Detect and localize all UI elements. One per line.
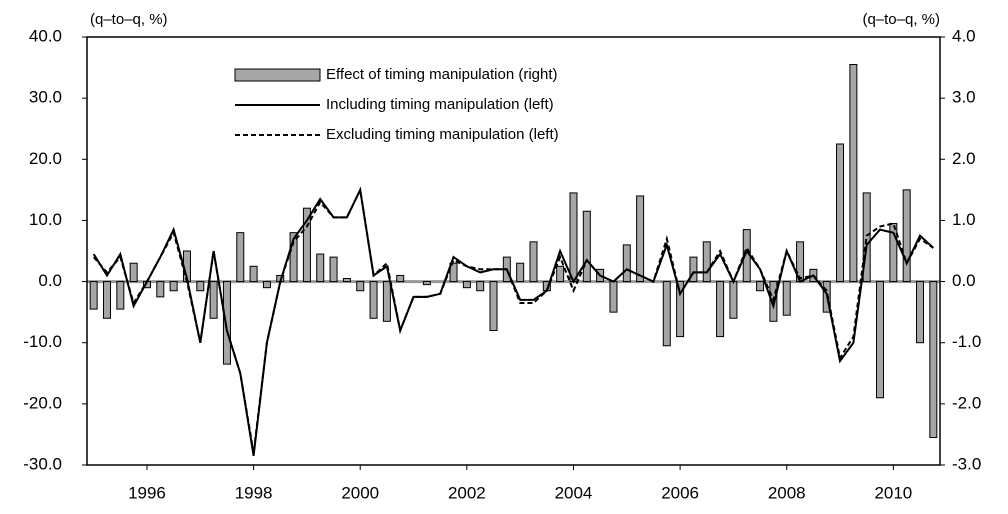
bar [449, 262, 458, 283]
bar [862, 192, 871, 283]
y2-unit-label: (q–to–q, %) [862, 11, 940, 28]
x-tick-label: 1996 [128, 483, 166, 502]
y2-tick-label: 3.0 [952, 88, 976, 107]
y-tick-label: 0.0 [38, 271, 62, 290]
bar [476, 281, 485, 292]
y-tick-label: 40.0 [29, 26, 62, 45]
x-tick-label: 2004 [555, 483, 593, 502]
bar [262, 281, 271, 289]
y-tick-label: 20.0 [29, 149, 62, 168]
bar [529, 241, 538, 283]
bar [89, 281, 98, 310]
bar [702, 241, 711, 283]
bar [622, 244, 631, 283]
bar [116, 281, 125, 310]
y2-tick-label: 1.0 [952, 210, 976, 229]
bar [222, 281, 231, 365]
bar [129, 262, 138, 283]
bar [849, 64, 858, 283]
x-tick-label: 2006 [661, 483, 699, 502]
bar [169, 281, 178, 292]
bar [929, 281, 938, 438]
bar [102, 281, 111, 319]
bar [609, 281, 618, 313]
bar [302, 207, 311, 283]
bar [516, 262, 525, 283]
x-tick-label: 2008 [768, 483, 806, 502]
bar [236, 232, 245, 283]
x-tick-label: 2000 [341, 483, 379, 502]
x-tick-label: 2002 [448, 483, 486, 502]
bar [556, 265, 565, 283]
bar [289, 232, 298, 283]
legend-swatch [234, 68, 321, 82]
bar [676, 281, 685, 338]
line [92, 186, 934, 453]
bar [889, 222, 898, 283]
bar [489, 281, 498, 331]
bar [689, 256, 698, 283]
bar [716, 281, 725, 338]
bar [782, 281, 791, 316]
bar [209, 281, 218, 319]
bar [369, 281, 378, 319]
bar [316, 253, 325, 283]
bar [729, 281, 738, 319]
y-tick-label: -30.0 [23, 454, 62, 473]
legend-label: Effect of timing manipulation (right) [326, 66, 558, 83]
bar [249, 265, 258, 283]
plot-frame [86, 36, 941, 466]
y-tick-label: 30.0 [29, 88, 62, 107]
y2-tick-label: -1.0 [952, 332, 981, 351]
bar [382, 281, 391, 322]
x-tick-label: 1998 [235, 483, 273, 502]
bar [156, 281, 165, 298]
y2-tick-label: -2.0 [952, 393, 981, 412]
bar [422, 281, 431, 286]
y2-tick-label: -3.0 [952, 454, 981, 473]
y2-tick-label: 4.0 [952, 26, 976, 45]
bar [356, 281, 365, 292]
y-tick-label: -20.0 [23, 393, 62, 412]
bar [396, 274, 405, 283]
y-tick-label: -10.0 [23, 332, 62, 351]
legend-label: Including timing manipulation (left) [326, 96, 554, 113]
bar [582, 210, 591, 283]
legend-label: Excluding timing manipulation (left) [326, 126, 559, 143]
bar [916, 281, 925, 344]
y-unit-label: (q–to–q, %) [90, 11, 168, 28]
bar [662, 281, 671, 347]
x-tick-label: 2010 [874, 483, 912, 502]
y-tick-label: 10.0 [29, 210, 62, 229]
bar [836, 143, 845, 283]
bar [196, 281, 205, 292]
y2-tick-label: 2.0 [952, 149, 976, 168]
bar [756, 281, 765, 292]
bar [876, 281, 885, 399]
bar [636, 195, 645, 283]
bar [569, 192, 578, 283]
bar [462, 281, 471, 289]
line [92, 186, 934, 456]
y2-tick-label: 0.0 [952, 271, 976, 290]
bar [902, 189, 911, 283]
bar [329, 256, 338, 283]
bar [342, 278, 351, 283]
